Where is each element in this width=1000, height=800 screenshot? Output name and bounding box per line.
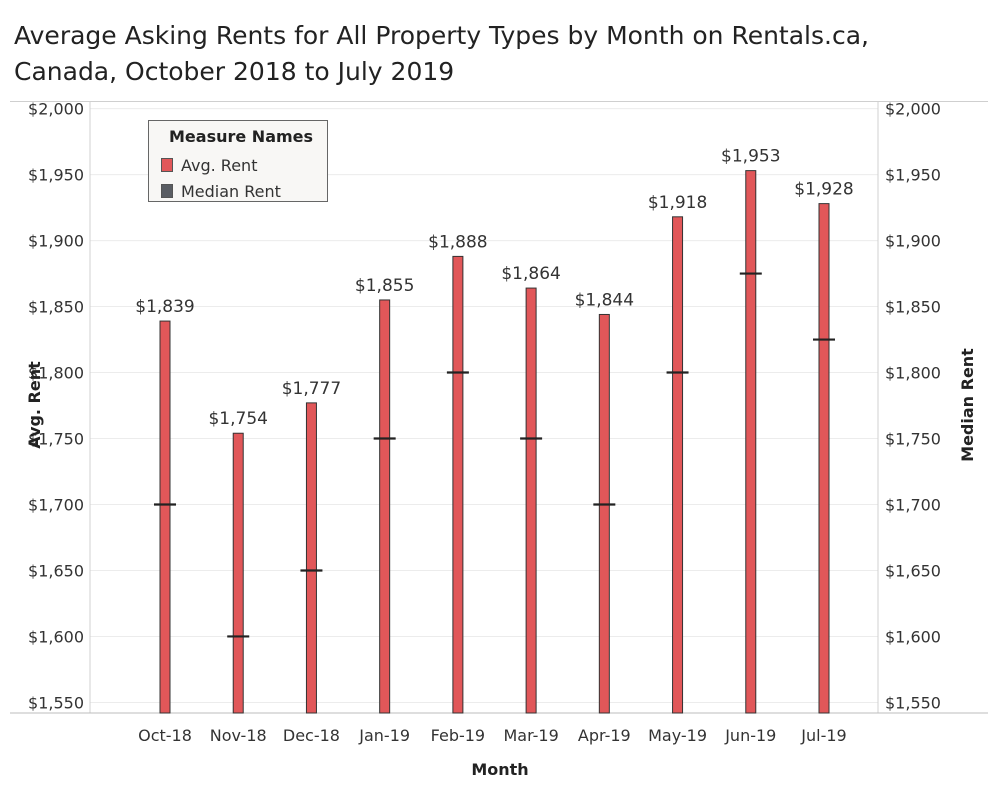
x-tick-label: Dec-18 [283,726,340,745]
y-tick-label-right: $1,850 [885,298,941,317]
y-tick-label-right: $1,750 [885,430,941,449]
x-tick-label: Nov-18 [210,726,267,745]
avg-rent-bar[interactable] [232,432,244,714]
x-tick-label: Jan-19 [358,726,410,745]
y-tick-label-right: $1,900 [885,232,941,251]
avg-rent-bar[interactable] [379,299,391,714]
y-tick-label-right: $1,600 [885,627,941,646]
y-tick-label-left: $1,800 [28,364,84,383]
y-tick-label-left: $1,850 [28,298,84,317]
y-axis-title-right: Median Rent [958,348,977,462]
avg-rent-bar[interactable] [672,216,684,714]
legend-item-median-rent[interactable]: Median Rent [161,178,327,204]
title-divider [10,101,988,102]
y-tick-label-right: $2,000 [885,100,941,119]
y-tick-label-left: $1,700 [28,495,84,514]
chart-title: Average Asking Rents for All Property Ty… [14,18,984,90]
legend-label-median-rent: Median Rent [181,181,281,201]
avg-rent-bar[interactable] [159,320,171,714]
y-tick-label-right: $1,650 [885,561,941,580]
x-tick-label: Oct-18 [138,726,192,745]
avg-rent-data-label: $1,928 [794,180,853,200]
y-tick-label-left: $1,550 [28,693,84,712]
chart-title-line-2: Canada, October 2018 to July 2019 [14,57,455,86]
y-tick-label-right: $1,700 [885,495,941,514]
y-tick-label-left: $1,900 [28,232,84,251]
legend-swatch-avg-rent [161,158,173,172]
y-tick-label-right: $1,950 [885,166,941,185]
y-tick-label-right: $1,550 [885,693,941,712]
avg-rent-data-label: $1,844 [575,290,634,310]
x-tick-label: Feb-19 [431,726,485,745]
x-tick-label: Mar-19 [503,726,558,745]
legend-title: Measure Names [169,127,314,146]
avg-rent-data-label: $1,864 [501,264,560,284]
avg-rent-data-label: $1,888 [428,232,487,252]
avg-rent-data-label: $1,754 [208,409,267,429]
y-axis-title-left: Avg. Rent [25,361,44,449]
y-tick-label-left: $1,650 [28,561,84,580]
avg-rent-bar[interactable] [598,313,610,714]
y-tick-label-left: $1,750 [28,430,84,449]
x-tick-label: May-19 [648,726,707,745]
y-tick-label-right: $1,800 [885,364,941,383]
y-tick-label-left: $1,950 [28,166,84,185]
chart-title-line-1: Average Asking Rents for All Property Ty… [14,21,869,50]
avg-rent-bar[interactable] [745,170,757,714]
avg-rent-data-label: $1,918 [648,193,707,213]
y-tick-label-left: $1,600 [28,627,84,646]
x-tick-label: Jun-19 [724,726,776,745]
avg-rent-bar[interactable] [818,203,830,714]
y-tick-label-left: $2,000 [28,100,84,119]
legend-item-avg-rent[interactable]: Avg. Rent [161,152,327,178]
avg-rent-data-label: $1,839 [135,297,194,317]
avg-rent-bar[interactable] [525,287,537,714]
avg-rent-bar[interactable] [452,255,464,714]
avg-rent-data-label: $1,855 [355,276,414,296]
legend-label-avg-rent: Avg. Rent [181,155,258,175]
avg-rent-bar[interactable] [305,402,317,714]
x-tick-label: Apr-19 [578,726,631,745]
legend-swatch-median-rent [161,184,173,198]
x-tick-label: Jul-19 [800,726,846,745]
legend[interactable]: Measure Names Avg. Rent Median Rent [148,120,328,202]
avg-rent-data-label: $1,953 [721,147,780,167]
avg-rent-data-label: $1,777 [282,379,341,399]
x-axis-title: Month [471,760,528,779]
